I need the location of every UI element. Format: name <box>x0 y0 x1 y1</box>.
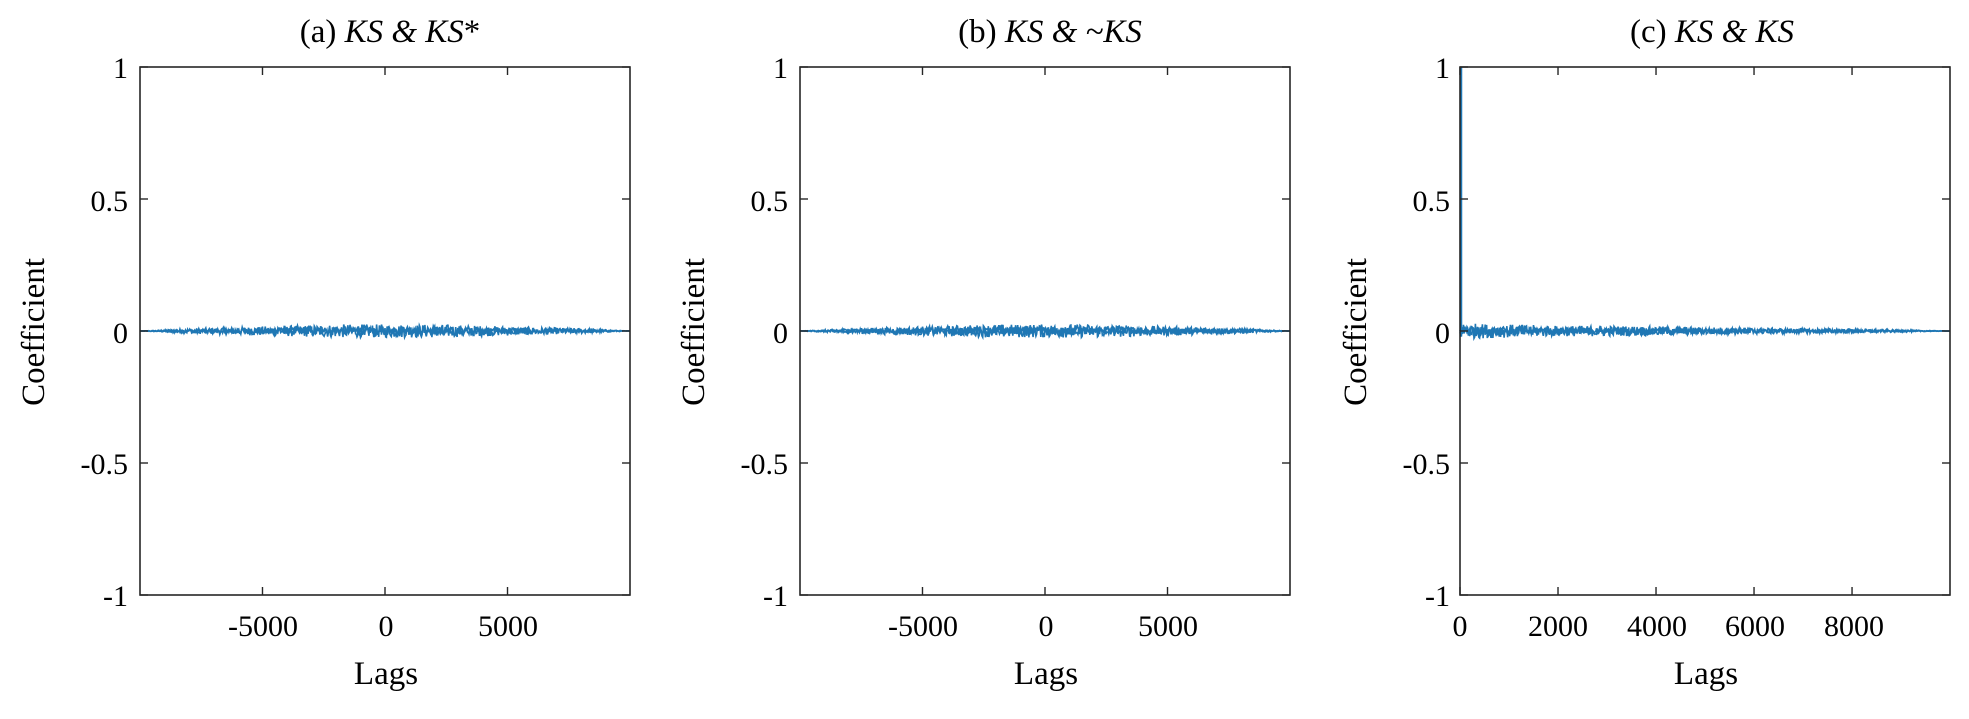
panel-a-xtick-neg5000: -5000 <box>228 610 298 643</box>
panel-b-ylabel: Coefficient <box>676 258 712 406</box>
panel-a-ytick-neg0.5: -0.5 <box>81 448 129 481</box>
panel-c-ytick-neg0.5: -0.5 <box>1403 448 1451 481</box>
panel-c-title-emph1: KS <box>1674 14 1714 50</box>
panel-c-title-prefix: (c) <box>1630 14 1667 50</box>
panel-a-xtick-0: 0 <box>379 610 394 643</box>
panel-c-title: (c) KS & KS <box>1630 14 1794 50</box>
panel-a-ytick-1: 1 <box>113 52 128 85</box>
panel-c-xlabel: Lags <box>1674 656 1738 692</box>
panel-b-ytick-0.5: 0.5 <box>751 185 789 218</box>
panel-a-ytick-0: 0 <box>113 317 128 350</box>
panel-b-xtick-5000: 5000 <box>1138 610 1198 643</box>
panel-c-ytick-0.5: 0.5 <box>1413 185 1451 218</box>
panel-a-xtick-5000: 5000 <box>478 610 538 643</box>
panel-b: (b) KS & ~KS 1 0.5 0 -0.5 -1 -5000 0 500… <box>676 14 1291 692</box>
panel-a-ytick-neg1: -1 <box>103 580 128 613</box>
panel-b-ytick-neg1: -1 <box>763 580 788 613</box>
panel-c: (c) KS & KS 1 0.5 0 -0.5 -1 0 2000 4000 … <box>1338 14 1951 692</box>
panel-a-title: (a) KS & KS* <box>300 14 481 50</box>
panel-c-plot-area <box>1459 66 1951 596</box>
panel-b-title-mid: & ~ <box>1043 14 1103 50</box>
panel-c-xtick-4000: 4000 <box>1627 610 1687 643</box>
panel-a-ytick-0.5: 0.5 <box>91 185 129 218</box>
panel-a-title-mid: & <box>383 14 425 50</box>
panel-a-title-suffix: * <box>464 14 481 50</box>
panel-a-title-emph1: KS <box>344 14 384 50</box>
panel-a-title-prefix: (a) <box>300 14 337 50</box>
panel-b-ytick-0: 0 <box>773 317 788 350</box>
panel-b-title-prefix: (b) <box>958 14 996 50</box>
panel-b-plot-area <box>799 66 1291 596</box>
panel-b-ytick-neg0.5: -0.5 <box>741 448 789 481</box>
panel-b-title-emph2: KS <box>1102 14 1142 50</box>
panel-a: (a) KS & KS* 1 0.5 0 -0.5 -1 -5000 0 500… <box>16 14 631 692</box>
panel-c-ylabel: Coefficient <box>1338 258 1374 406</box>
panel-c-ytick-neg1: -1 <box>1425 580 1450 613</box>
panel-b-xtick-0: 0 <box>1039 610 1054 643</box>
panel-c-xtick-6000: 6000 <box>1725 610 1785 643</box>
panel-c-title-emph2: KS <box>1755 14 1795 50</box>
panel-b-title: (b) KS & ~KS <box>958 14 1142 50</box>
panel-c-xtick-8000: 8000 <box>1824 610 1884 643</box>
panel-b-xlabel: Lags <box>1014 656 1078 692</box>
panel-b-xtick-neg5000: -5000 <box>888 610 958 643</box>
panel-c-ytick-0: 0 <box>1435 317 1450 350</box>
panel-c-xtick-0: 0 <box>1453 610 1468 643</box>
panel-a-plot-area <box>139 66 631 596</box>
panel-c-xtick-2000: 2000 <box>1528 610 1588 643</box>
panel-a-xlabel: Lags <box>354 656 418 692</box>
panel-b-title-emph1: KS <box>1004 14 1044 50</box>
panel-c-series-line-dense <box>1459 324 1951 338</box>
panel-b-ytick-1: 1 <box>773 52 788 85</box>
panel-b-series-line-dense <box>799 325 1291 338</box>
panel-a-series-line-dense <box>140 324 631 338</box>
panel-c-ytick-1: 1 <box>1435 52 1450 85</box>
panel-c-title-mid: & <box>1713 14 1755 50</box>
panel-a-ylabel: Coefficient <box>16 258 52 406</box>
panel-a-title-emph2: KS <box>424 14 464 50</box>
